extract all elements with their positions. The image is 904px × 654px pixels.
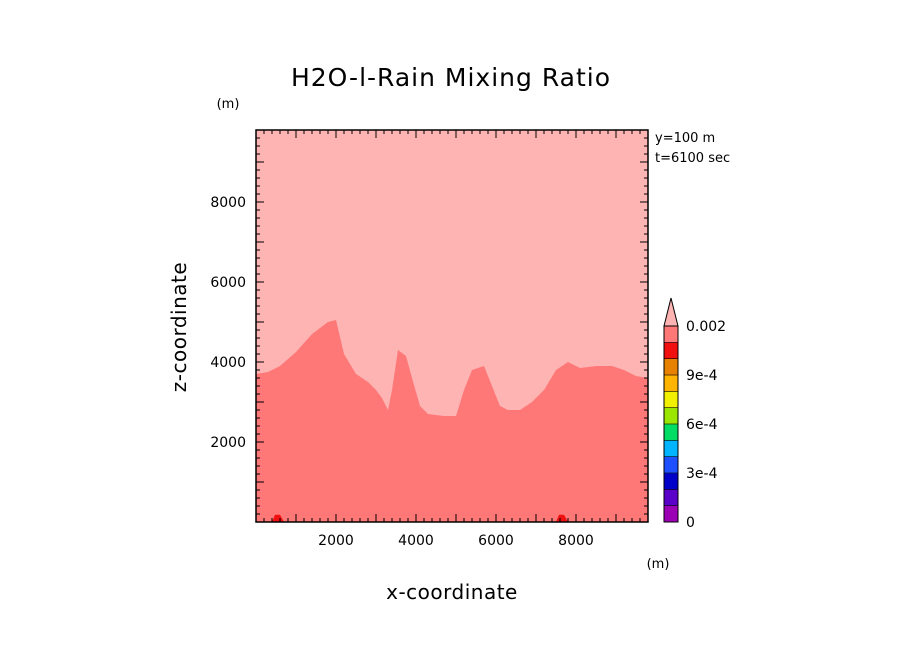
colorbar-label: 0 bbox=[686, 515, 695, 531]
colorbar-label: 6e-4 bbox=[686, 417, 718, 433]
colorbar-swatch bbox=[664, 407, 678, 425]
x-tick-label: 4000 bbox=[398, 533, 434, 549]
contour-region-2 bbox=[556, 514, 568, 522]
colorbar: 0.002 9e-4 6e-4 3e-4 0 bbox=[663, 297, 726, 531]
info-line-t: t=6100 sec bbox=[655, 151, 730, 166]
contour-region-0 bbox=[256, 320, 648, 522]
x-tick-label: 6000 bbox=[478, 533, 514, 549]
y-tick-label: 6000 bbox=[210, 275, 246, 291]
plot-frame bbox=[255, 129, 649, 523]
contour-region-1 bbox=[272, 514, 284, 522]
colorbar-swatch bbox=[664, 489, 678, 506]
colorbar-swatch bbox=[664, 424, 678, 441]
colorbar-swatch bbox=[664, 440, 678, 457]
info-line-y: y=100 m bbox=[655, 131, 715, 146]
y-tick-label: 4000 bbox=[210, 355, 246, 371]
colorbar-label: 3e-4 bbox=[686, 466, 718, 482]
x-axis-label: x-coordinate bbox=[386, 580, 518, 604]
colorbar-swatch bbox=[664, 391, 678, 408]
minor-ticks bbox=[256, 130, 648, 522]
y-tick-label: 2000 bbox=[210, 435, 246, 451]
x-ticks: 2000 4000 6000 8000 bbox=[318, 533, 594, 549]
y-ticks: 2000 4000 6000 8000 bbox=[210, 195, 246, 451]
colorbar-swatch bbox=[664, 326, 678, 343]
colorbar-swatch bbox=[664, 358, 678, 376]
contour-regions bbox=[256, 320, 648, 522]
x-tick-label: 2000 bbox=[318, 533, 354, 549]
colorbar-swatch bbox=[664, 342, 678, 359]
x-tick-label: 8000 bbox=[558, 533, 594, 549]
colorbar-swatch bbox=[664, 505, 678, 523]
y-unit-label: (m) bbox=[217, 97, 240, 112]
y-axis-label: z-coordinate bbox=[167, 262, 191, 392]
x-unit-label: (m) bbox=[647, 557, 670, 572]
y-tick-label: 8000 bbox=[210, 195, 246, 211]
colorbar-swatch bbox=[664, 375, 678, 392]
colorbar-extension bbox=[663, 297, 679, 327]
colorbar-swatch bbox=[664, 456, 678, 474]
colorbar-swatch bbox=[664, 473, 678, 490]
chart-title: H2O-l-Rain Mixing Ratio bbox=[291, 63, 611, 92]
colorbar-label: 9e-4 bbox=[686, 368, 718, 384]
colorbar-label: 0.002 bbox=[686, 319, 726, 335]
